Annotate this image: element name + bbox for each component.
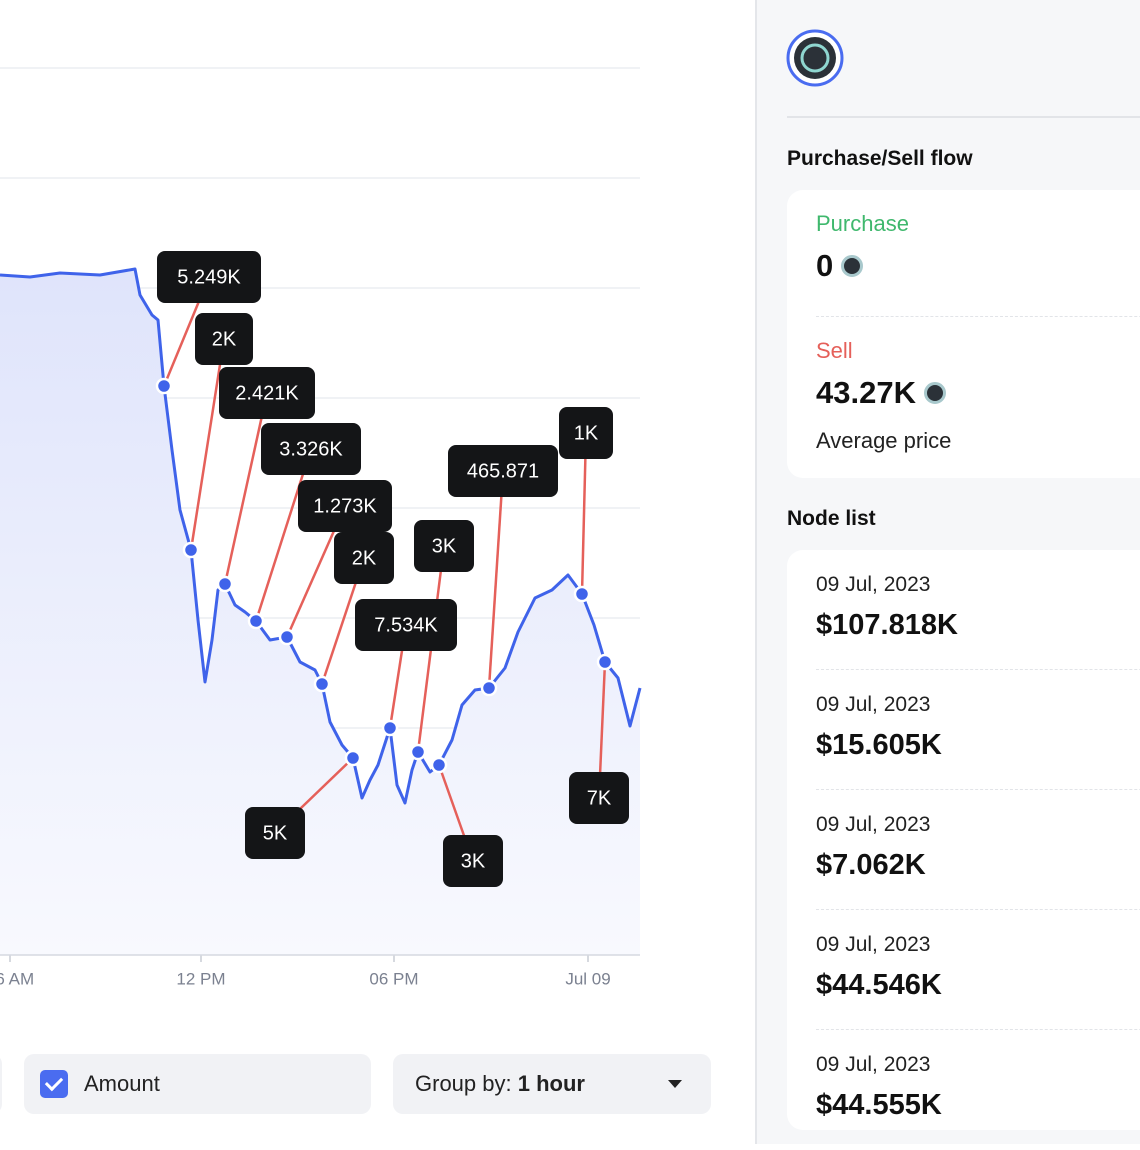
purchase-amount: 0 [816, 248, 834, 283]
annotation-point [247, 612, 265, 630]
annotation-box [355, 599, 457, 651]
flow-card: Purchase 0 Sell 43.27K Average price [787, 190, 1140, 478]
divider [816, 316, 1140, 317]
node-date: 09 Jul, 2023 [816, 933, 931, 956]
divider [816, 909, 1140, 910]
amount-toggle[interactable]: Amount [24, 1054, 371, 1114]
token-logo [786, 29, 844, 87]
annotation-box [298, 480, 392, 532]
price-area [0, 269, 640, 955]
price-line [0, 267, 642, 805]
coin-icon [923, 382, 946, 404]
annotation-box [195, 313, 253, 365]
divider [816, 1029, 1140, 1030]
annotation-label: 465.871 [467, 460, 539, 482]
control[interactable] [0, 1054, 2, 1114]
amount-label: Amount [84, 1071, 160, 1096]
annotation-point [596, 653, 614, 671]
node-list-title: Node list [787, 507, 876, 530]
coin-icon [841, 255, 864, 277]
purchase-value: 0 [816, 248, 864, 284]
annotation-point [278, 628, 296, 646]
annotation-label: 3K [461, 850, 486, 872]
annotation-label: 2K [212, 328, 237, 350]
group-by-label: Group by: [415, 1071, 512, 1096]
node-date: 09 Jul, 2023 [816, 573, 931, 596]
annotation-box [157, 251, 261, 303]
x-tick-label: 12 PM [176, 969, 225, 988]
flow-title: Purchase/Sell flow [787, 147, 973, 170]
node-item[interactable]: 09 Jul, 2023 $107.818K [787, 550, 1140, 670]
checkbox[interactable] [40, 1070, 68, 1098]
sell-value: 43.27K [816, 375, 946, 411]
average-price-label: Average price [816, 428, 952, 453]
annotation-connector [580, 432, 588, 595]
annotation-label: 7.534K [374, 614, 438, 636]
node-amount: $44.546K [816, 969, 942, 1001]
annotation-point [313, 675, 331, 693]
annotation-label: 5K [263, 822, 288, 844]
node-item[interactable]: 09 Jul, 2023 $44.555K [787, 1030, 1140, 1150]
divider [816, 789, 1140, 790]
annotation-point [216, 575, 234, 593]
annotation-box [261, 423, 361, 475]
sell-label: Sell [816, 338, 853, 363]
annotation-connector [189, 338, 226, 551]
annotation-box [443, 835, 503, 887]
annotation-box [559, 407, 613, 459]
node-list: 09 Jul, 2023 $107.818K 09 Jul, 2023 $15.605… [787, 550, 1140, 1130]
caret [668, 1080, 682, 1088]
annotation-box [414, 520, 474, 572]
node-date: 09 Jul, 2023 [816, 1053, 931, 1076]
annotation-label: 3K [432, 535, 457, 557]
annotation-box [245, 807, 305, 859]
group-by-select[interactable]: Group by: 1 hour [393, 1054, 711, 1114]
node-amount: $107.818K [816, 609, 958, 641]
annotation-box [448, 445, 558, 497]
chart: 06 AM 12 PM 06 PM Jul 09 5.249K 2K 2.421K 3.32… [0, 67, 642, 988]
annotation-label: 2K [352, 547, 377, 569]
annotation-point [381, 719, 399, 737]
annotation-label: 1K [574, 422, 599, 444]
node-date: 09 Jul, 2023 [816, 693, 931, 716]
x-tick-label: 06 AM [0, 969, 34, 988]
node-amount: $7.062K [816, 849, 926, 881]
annotation-connector [223, 392, 269, 585]
x-tick-label: 06 PM [369, 969, 418, 988]
divider [787, 116, 1140, 118]
annotation-connector [487, 470, 505, 689]
annotation-label: 2.421K [235, 382, 299, 404]
annotation-point [430, 756, 448, 774]
annotation-connector [254, 448, 313, 622]
annotation-point [155, 377, 173, 395]
x-tick-label: Jul 09 [565, 969, 610, 988]
node-item[interactable]: 09 Jul, 2023 $7.062K [787, 790, 1140, 910]
annotation-label: 3.326K [279, 438, 343, 460]
annotation-point [344, 749, 362, 767]
annotation-box [569, 772, 629, 824]
purchase-label: Purchase [816, 211, 909, 236]
divider [816, 669, 1140, 670]
group-by-value: 1 hour [517, 1071, 585, 1096]
annotation-label: 5.249K [177, 266, 241, 288]
annotation-point [573, 585, 591, 603]
annotation-box [334, 532, 394, 584]
node-amount: $15.605K [816, 729, 942, 761]
annotation-box [219, 367, 315, 419]
node-date: 09 Jul, 2023 [816, 813, 931, 836]
sell-amount: 43.27K [816, 375, 916, 410]
annotation-label: 7K [587, 787, 612, 809]
node-item[interactable]: 09 Jul, 2023 $44.546K [787, 910, 1140, 1030]
annotation-point [409, 743, 427, 761]
annotation-point [480, 679, 498, 697]
node-amount: $44.555K [816, 1089, 942, 1121]
side-panel: Purchase/Sell flow Purchase 0 Sell 43.27… [755, 0, 1140, 1144]
annotation-point [182, 541, 200, 559]
annotation-label: 1.273K [313, 495, 377, 517]
node-item[interactable]: 09 Jul, 2023 $15.605K [787, 670, 1140, 790]
